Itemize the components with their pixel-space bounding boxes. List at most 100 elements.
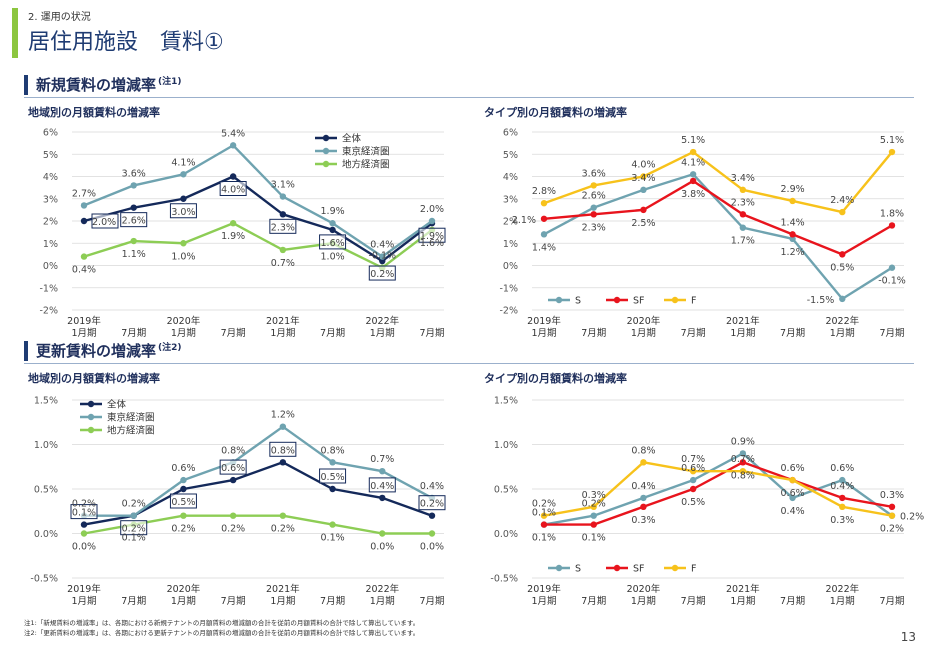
data-point [689, 476, 697, 484]
series-line-全体 [83, 175, 433, 263]
x-tick-label-period: 7月期 [879, 596, 904, 607]
data-label: 0.4% [370, 240, 394, 251]
data-label: 0.3% [631, 515, 655, 526]
data-point [279, 246, 287, 254]
data-label: 4.0% [221, 185, 245, 196]
x-tick-label-period: 1月期 [171, 596, 196, 607]
x-tick-label-period: 7月期 [681, 596, 706, 607]
data-point [839, 295, 846, 303]
data-point [180, 512, 187, 519]
data-label: 2.6% [122, 216, 146, 227]
data-label: 1.7% [731, 236, 755, 247]
data-point [590, 204, 597, 211]
data-label: 0.1% [72, 508, 96, 519]
y-tick-label: 1.5% [34, 396, 58, 407]
x-tick-label-period: 7月期 [780, 596, 805, 607]
legend-swatch-dot [555, 564, 563, 572]
data-point [279, 459, 287, 466]
data-point [888, 264, 896, 271]
data-point [279, 423, 287, 430]
data-label: 0.2% [122, 499, 146, 510]
data-point [379, 253, 386, 260]
data-point [540, 231, 548, 238]
y-tick-label: 4% [43, 172, 58, 183]
x-tick-label-period: 1月期 [270, 596, 295, 607]
data-label: 0.4% [631, 481, 655, 492]
data-point [789, 235, 796, 242]
data-label-box [269, 441, 297, 457]
data-label: 0.6% [830, 463, 854, 474]
data-label: 0.8% [271, 445, 295, 456]
page-title: 居住用施設 賃料① [28, 30, 224, 55]
data-label: 1.2% [781, 247, 805, 258]
x-tick-label-period: 7月期 [681, 328, 706, 339]
data-label: 0.1% [532, 508, 556, 519]
data-label: 0.4% [72, 265, 96, 276]
data-label-box [319, 234, 347, 250]
data-label-box [120, 212, 148, 228]
data-label-box [269, 218, 297, 234]
data-label: 0.4% [781, 506, 805, 517]
section-note: (注1) [158, 77, 182, 87]
data-point [888, 512, 896, 519]
data-point [229, 512, 237, 519]
data-label: 1.1% [122, 249, 146, 260]
data-label-box [418, 227, 446, 243]
series-line-SF [543, 179, 893, 256]
chart-title-c1: 地域別の月額賃料の増減率 [28, 106, 160, 119]
data-label: 0.8% [221, 445, 245, 456]
data-point [379, 468, 386, 475]
legend-swatch-dot [322, 147, 330, 155]
data-label-box [120, 520, 148, 536]
data-label: 5.4% [221, 128, 245, 139]
section-marker [24, 75, 28, 95]
x-tick-label-period: 1月期 [370, 596, 395, 607]
data-label-box [91, 213, 119, 229]
legend-label: SF [633, 564, 645, 575]
data-point [180, 195, 187, 202]
data-label: 0.8% [731, 470, 755, 481]
data-point [839, 208, 846, 216]
data-point [130, 182, 137, 189]
data-point [839, 503, 846, 510]
breadcrumb: 2. 運用の状況 [28, 12, 91, 23]
x-tick-label-period: 1月期 [71, 596, 96, 607]
legend-label: S [575, 296, 581, 307]
legend-label: 全体 [107, 399, 127, 411]
data-point [180, 240, 187, 247]
section-divider [24, 363, 914, 364]
legend-label: 東京経済圏 [107, 412, 155, 424]
data-label: 0.2% [221, 524, 245, 535]
data-label: 1.4% [781, 217, 805, 228]
x-tick-label-period: 7月期 [121, 328, 146, 339]
x-tick-label-year: 2021年 [266, 583, 300, 595]
y-tick-label: 0% [43, 261, 58, 272]
legend-label: 地方経済圏 [342, 159, 390, 171]
y-tick-label: 1.0% [494, 440, 518, 451]
data-label: 3.0% [171, 207, 195, 218]
x-tick-label-period: 7月期 [581, 596, 606, 607]
section-title-text: 更新賃料の増減率 [36, 342, 157, 360]
y-tick-label: 0.5% [494, 485, 518, 496]
data-label: 0.1% [582, 533, 606, 544]
data-point [329, 220, 336, 227]
y-tick-label: 4% [503, 172, 518, 183]
section-marker [24, 341, 28, 361]
y-tick-label: -1% [500, 283, 519, 294]
x-tick-label-year: 2020年 [167, 583, 201, 595]
x-tick-label-period: 1月期 [370, 328, 395, 339]
y-tick-label: 2% [43, 217, 58, 228]
data-label: 0.2% [582, 499, 606, 510]
data-point [80, 253, 88, 260]
data-point [379, 494, 386, 502]
x-tick-label-period: 7月期 [879, 328, 904, 339]
data-point [279, 193, 287, 200]
y-tick-label: 1% [43, 239, 58, 250]
data-point [540, 521, 548, 528]
x-tick-label-year: 2022年 [825, 315, 859, 327]
x-tick-label-year: 2021年 [726, 583, 760, 595]
data-label: 0.6% [781, 463, 805, 474]
data-point [130, 204, 137, 211]
data-point [590, 512, 597, 519]
